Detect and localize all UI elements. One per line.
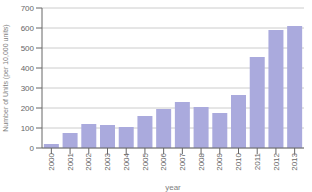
svg-text:2000: 2000 [47, 152, 56, 170]
svg-text:2006: 2006 [159, 152, 168, 170]
svg-text:600: 600 [21, 24, 35, 33]
svg-text:0: 0 [30, 144, 35, 153]
svg-text:2012: 2012 [272, 152, 281, 170]
svg-text:2003: 2003 [103, 152, 112, 170]
svg-text:2011: 2011 [253, 152, 262, 170]
svg-text:2004: 2004 [122, 152, 131, 170]
svg-text:2005: 2005 [141, 152, 150, 170]
svg-text:400: 400 [21, 64, 35, 73]
svg-text:2002: 2002 [84, 152, 93, 170]
svg-text:100: 100 [21, 124, 35, 133]
svg-text:year: year [165, 183, 181, 192]
svg-text:2009: 2009 [215, 152, 224, 170]
svg-text:2008: 2008 [197, 152, 206, 170]
svg-text:2010: 2010 [234, 152, 243, 170]
svg-text:2007: 2007 [178, 152, 187, 170]
svg-text:700: 700 [21, 4, 35, 13]
svg-text:200: 200 [21, 104, 35, 113]
svg-text:500: 500 [21, 44, 35, 53]
svg-text:2001: 2001 [66, 152, 75, 170]
svg-text:300: 300 [21, 84, 35, 93]
svg-text:Number of Units (per 10,000 un: Number of Units (per 10,000 units) [8, 24, 10, 131]
svg-text:2013: 2013 [290, 152, 299, 170]
